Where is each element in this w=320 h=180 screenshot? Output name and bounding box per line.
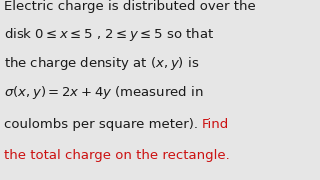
Text: coulombs per square meter).: coulombs per square meter). xyxy=(4,118,202,131)
Text: $\sigma(x, y) = 2x + 4y$ (measured in: $\sigma(x, y) = 2x + 4y$ (measured in xyxy=(4,84,203,101)
Text: the total charge on the rectangle.: the total charge on the rectangle. xyxy=(4,149,229,162)
Text: Find: Find xyxy=(202,118,229,131)
Text: Electric charge is distributed over the: Electric charge is distributed over the xyxy=(4,0,256,13)
Text: the charge density at $(x, y)$ is: the charge density at $(x, y)$ is xyxy=(4,55,199,72)
Text: disk $0 \leq x \leq 5$ , $2 \leq y \leq 5$ so that: disk $0 \leq x \leq 5$ , $2 \leq y \leq … xyxy=(4,26,214,43)
